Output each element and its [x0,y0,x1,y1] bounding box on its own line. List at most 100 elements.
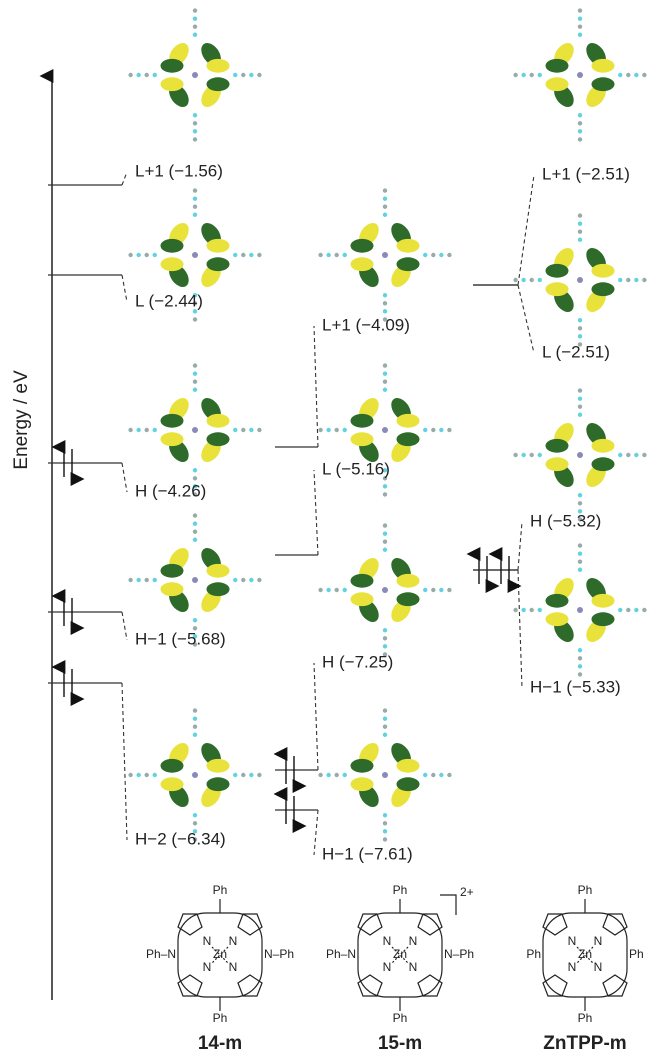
atom [193,380,197,384]
atom [193,196,197,200]
atom [578,33,582,37]
lobe [161,582,184,596]
atom-label: N [409,960,418,974]
lobe [161,77,184,91]
atom [233,578,237,582]
substituent: Ph–N [326,947,356,961]
atom [249,253,253,257]
substituent: Ph [213,883,228,897]
pyrrole [418,975,442,996]
atom-label: N [229,960,238,974]
lobe [546,77,569,91]
atom [193,205,197,209]
atom [538,453,542,457]
atom [193,530,197,534]
atom [578,648,582,652]
orbital-picture [318,188,451,321]
atom [383,371,387,375]
lobe [592,264,615,278]
atom [578,221,582,225]
metal-atom [382,252,388,258]
atom [383,309,387,313]
atom [383,548,387,552]
lobe [161,432,184,446]
metal-atom [577,607,583,613]
atom [578,129,582,133]
atom [193,733,197,737]
lobe [161,777,184,791]
charge-bracket [440,895,456,915]
atom [530,73,534,77]
atom [136,578,140,582]
metal-atom [192,72,198,78]
atom [145,428,149,432]
atom-label: N [568,960,577,974]
atom-label: N [383,960,392,974]
substituent: N–Ph [264,947,294,961]
level-label: H−1 (−5.33) [530,677,621,696]
lobe [397,239,420,253]
metal-atom [192,577,198,583]
atom [383,205,387,209]
atom [193,317,197,321]
atom [447,773,451,777]
atom-label: N [568,934,577,948]
lobe [207,564,230,578]
lobe [207,432,230,446]
lobe [592,594,615,608]
atom [318,428,322,432]
lobe [546,612,569,626]
atom [383,484,387,488]
level-label: H (−4.26) [135,481,206,500]
atom [383,733,387,737]
atom [642,453,646,457]
atom [193,513,197,517]
atom [383,708,387,712]
atom [145,578,149,582]
atom [578,672,582,676]
substituent: Ph [526,947,541,961]
atom [153,428,157,432]
atom-label: N [594,960,603,974]
lobe [351,759,374,773]
atom [423,253,427,257]
atom [153,73,157,77]
atom [439,773,443,777]
atom [145,773,149,777]
atom [193,121,197,125]
level-label: H−1 (−5.68) [135,629,226,648]
level-label: L (−2.51) [542,342,610,361]
atom [136,73,140,77]
substituent: Ph–N [146,947,176,961]
atom [241,73,245,77]
atom [257,253,261,257]
lobe [397,257,420,271]
compound-name: 14-m [198,1033,242,1054]
atom [128,773,132,777]
metal-atom [382,587,388,593]
level-label: L (−5.16) [322,459,390,478]
metal-atom [382,427,388,433]
atom [578,396,582,400]
atom [530,453,534,457]
orbital-picture [128,708,261,841]
lobe [546,282,569,296]
atom [326,253,330,257]
orbital-picture [318,708,451,841]
atom [153,253,157,257]
orbital-picture [128,513,261,646]
atom [634,453,638,457]
atom [193,521,197,525]
atom [578,543,582,547]
atom [634,73,638,77]
atom [343,773,347,777]
lobe [161,257,184,271]
atom [578,238,582,242]
level-label: L+1 (−2.51) [542,164,630,183]
atom [335,588,339,592]
atom [326,588,330,592]
atom [447,588,451,592]
lobe [592,612,615,626]
lobe [592,439,615,453]
atom [578,213,582,217]
